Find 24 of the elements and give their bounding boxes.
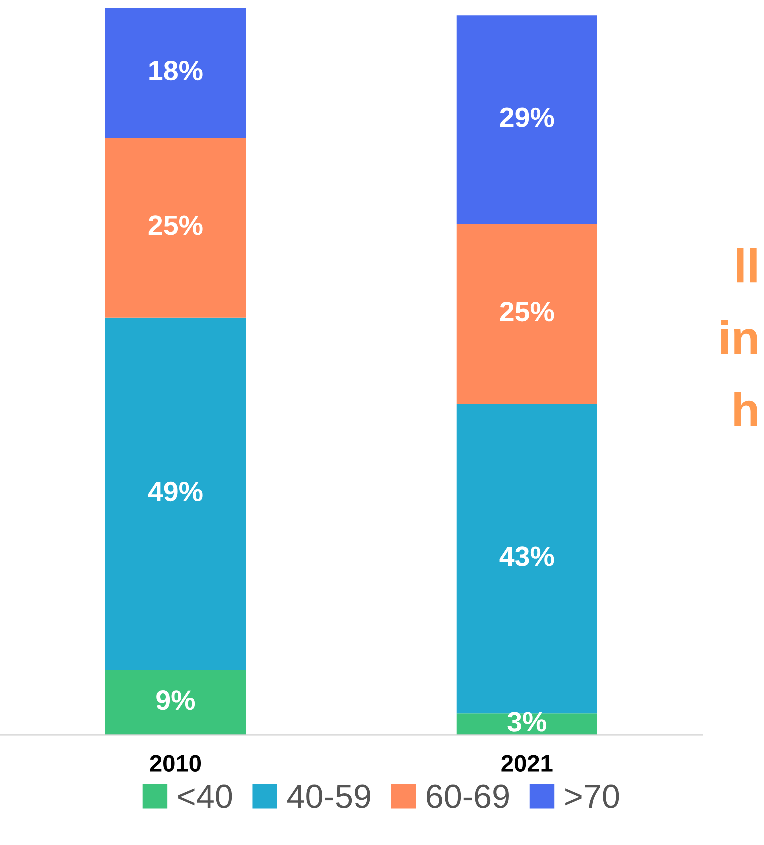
data-label: 3%: [508, 712, 546, 732]
legend-label: 40-59: [288, 784, 370, 808]
bar: [456, 16, 598, 224]
x-tick-label: 2021: [502, 755, 553, 772]
bar: [105, 138, 246, 318]
legend-label: 60-69: [427, 784, 510, 808]
data-label: 49%: [148, 482, 203, 502]
data-label: 43%: [500, 546, 554, 566]
data-label: 29%: [500, 108, 554, 128]
bar: [105, 8, 246, 138]
bar: [105, 318, 246, 670]
bar: [456, 404, 598, 714]
x-tick-label: 2010: [150, 755, 202, 772]
bar: [456, 224, 598, 404]
bar: [105, 670, 246, 736]
data-label: 25%: [500, 302, 554, 322]
data-label: 25%: [148, 216, 203, 236]
data-label: 9%: [156, 690, 196, 710]
text: h: [734, 392, 758, 426]
text: in: [722, 320, 758, 354]
data-label: 18%: [150, 60, 203, 81]
legend-label: >70: [566, 784, 620, 808]
text: ll: [737, 248, 757, 283]
legend-label: <40: [178, 784, 232, 808]
